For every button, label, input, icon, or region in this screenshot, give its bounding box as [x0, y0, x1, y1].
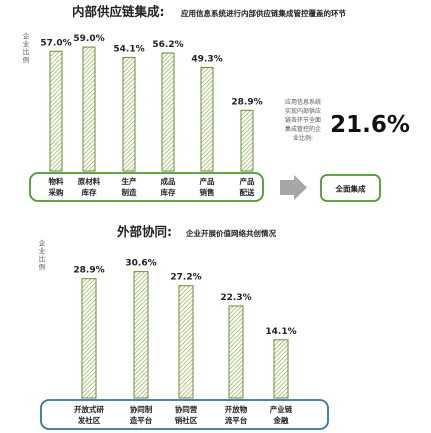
full-integration-label: 全面集成 [335, 184, 366, 194]
top-category-label-5-line-1: 产品 [200, 176, 215, 186]
top-note-line-1: 应用信息系统 [285, 98, 321, 106]
bottom-category-label-1-line-1: 开放式研 [74, 404, 104, 414]
top-value-label-2: 59.0% [73, 34, 104, 44]
bottom-value-labels: 28.9% 30.6% 27.2% 22.3% 14.1% [73, 259, 296, 337]
top-category-label-2-line-2: 库存 [82, 187, 97, 197]
bottom-bar-4 [228, 305, 244, 399]
top-note-line-2: 实现内部供应 [285, 107, 321, 115]
bottom-category-label-2-line-2: 造平台 [130, 415, 153, 425]
top-category-label-4-line-1: 成品 [161, 176, 176, 186]
top-category-label-1-line-2: 采购 [48, 187, 64, 197]
top-section: 内部供应链集成: 应用信息系统进行内部供应链集成管控覆盖的环节 企 业 比 例 … [23, 4, 410, 202]
top-category-label-4-line-2: 库存 [161, 187, 176, 197]
bottom-category-label-3-line-1: 协同营 [175, 404, 198, 414]
top-big-value: 21.6% [330, 112, 410, 138]
top-value-label-5: 49.3% [191, 54, 222, 64]
bottom-category-label-5-line-2: 金融 [273, 415, 289, 425]
top-side-label-char-1: 企 [23, 31, 30, 40]
top-value-label-3: 54.1% [113, 44, 144, 54]
bottom-side-label-char-2: 业 [39, 246, 46, 255]
bottom-category-label-2-line-1: 协同制 [130, 404, 153, 414]
top-category-label-3-line-1: 生产 [122, 176, 137, 186]
bottom-category-frame [40, 399, 329, 430]
bottom-bars [81, 271, 289, 399]
top-category-label-6-line-2: 配送 [240, 187, 255, 197]
top-bar-4 [161, 52, 175, 172]
top-bars [49, 46, 254, 172]
top-category-label-2-line-1: 原材料 [78, 176, 101, 186]
arrow-icon [280, 175, 307, 200]
top-category-label-3-line-2: 制造 [122, 187, 137, 197]
top-side-label-char-3: 比 [23, 47, 30, 56]
top-side-label-char-2: 业 [23, 39, 30, 48]
bottom-subtitle: 企业开展价值网络共创情况 [185, 228, 276, 238]
top-category-label-5-line-2: 销售 [200, 187, 215, 197]
top-value-label-4: 56.2% [152, 40, 183, 50]
bottom-bar-1 [81, 278, 97, 399]
bottom-bar-5 [273, 339, 289, 399]
bottom-value-label-4: 22.3% [220, 293, 251, 303]
bottom-value-label-3: 27.2% [170, 273, 201, 283]
top-bar-3 [122, 56, 136, 172]
top-bar-1 [49, 50, 63, 172]
top-value-label-6: 28.9% [231, 97, 262, 107]
top-bar-2 [82, 46, 96, 172]
bottom-category-label-5-line-1: 产业链 [270, 404, 293, 414]
full-integration-box [320, 174, 381, 202]
bottom-bar-3 [178, 285, 194, 399]
bottom-category-label-1-line-2: 发社区 [77, 415, 101, 425]
top-category-label-1-line-1: 物料 [49, 176, 64, 186]
bottom-section: 外部协同: 企业开展价值网络共创情况 企 业 比 例 28.9% 30.6% 27.… [39, 224, 329, 430]
bottom-value-label-5: 14.1% [265, 327, 296, 337]
top-title: 内部供应链集成: [72, 4, 165, 19]
top-category-label-6-line-1: 产品 [240, 176, 255, 186]
bottom-value-label-2: 30.6% [125, 259, 156, 269]
bottom-category-label-4-line-1: 开放物 [225, 404, 248, 414]
top-note-line-3: 链各环节全面 [285, 116, 321, 124]
top-category-frame [29, 172, 264, 202]
bottom-title: 外部协同: [116, 224, 172, 239]
bottom-category-label-4-line-2: 流平台 [225, 415, 248, 425]
top-value-labels: 57.0% 59.0% 54.1% 56.2% 49.3% 28.9% [40, 34, 262, 107]
bottom-side-label-char-1: 企 [39, 238, 46, 247]
bottom-value-label-1: 28.9% [73, 266, 104, 276]
top-bar-5 [200, 66, 214, 172]
top-subtitle: 应用信息系统进行内部供应链集成管控覆盖的环节 [181, 8, 346, 18]
top-value-label-1: 57.0% [40, 38, 71, 48]
bottom-bar-2 [133, 271, 149, 399]
bottom-side-label-char-3: 比 [39, 254, 46, 263]
top-note: 应用信息系统 实现内部供应 链各环节全面 集成管控的企 业比例: [285, 98, 321, 142]
top-note-line-4: 集成管控的企 [285, 125, 321, 133]
bottom-side-label-char-4: 例 [39, 262, 46, 271]
top-side-label-char-4: 例 [23, 55, 30, 64]
top-note-line-5: 业比例: [293, 134, 313, 142]
bottom-side-label: 企 业 比 例 [39, 238, 46, 271]
bottom-category-label-3-line-2: 销社区 [175, 415, 198, 425]
top-bar-6 [240, 109, 254, 172]
top-side-label: 企 业 比 例 [23, 31, 30, 64]
